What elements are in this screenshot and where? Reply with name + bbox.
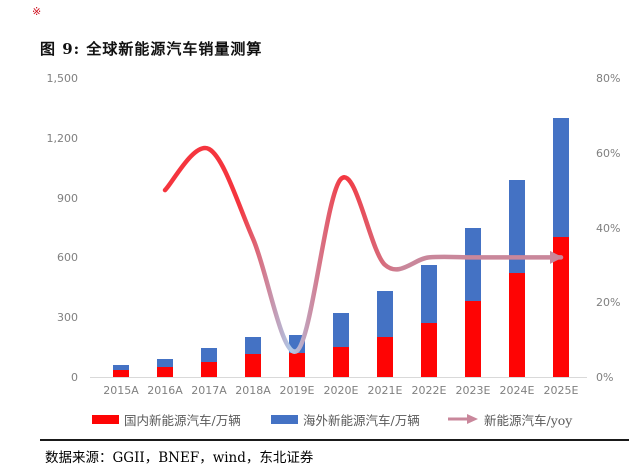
- x-axis-label: 2018A: [235, 384, 271, 397]
- bar-domestic: [157, 367, 173, 377]
- x-axis-label: 2022E: [411, 384, 447, 397]
- right-axis-tick: 0%: [596, 371, 614, 384]
- bar-overseas: [553, 117, 569, 238]
- left-axis-tick: 1,500: [46, 72, 79, 85]
- figure-title: 图 9: 全球新能源汽车销量测算: [40, 40, 263, 58]
- legend-item-domestic: 国内新能源汽车/万辆: [92, 409, 241, 429]
- bar-domestic: [509, 273, 525, 377]
- right-axis-tick: 40%: [596, 221, 621, 235]
- legend-label-overseas: 海外新能源汽车/万辆: [303, 412, 420, 428]
- bar-overseas: [157, 359, 173, 368]
- bar-overseas: [377, 291, 393, 338]
- yoy-curve: [162, 145, 564, 354]
- bar-domestic: [201, 362, 217, 377]
- x-axis-line: [90, 377, 587, 378]
- right-axis-tick: 60%: [596, 146, 621, 160]
- x-axis-label: 2023E: [455, 384, 491, 397]
- left-axis-tick: 1,200: [46, 131, 79, 145]
- x-axis-label: 2017A: [191, 384, 227, 397]
- bar-domestic: [553, 237, 569, 377]
- legend-item-overseas: 海外新能源汽车/万辆: [271, 409, 420, 429]
- left-axis-tick: 300: [57, 311, 78, 325]
- legend-swatch-domestic: [92, 414, 119, 424]
- source-note: 数据来源：GGII，BNEF，wind，东北证券: [45, 450, 314, 466]
- legend-swatch-overseas: [271, 414, 298, 424]
- legend-item-yoy: 新能源汽车/yoy: [447, 409, 572, 429]
- left-axis-tick: 0: [71, 371, 78, 384]
- bar-domestic: [465, 301, 481, 377]
- bar-overseas: [245, 337, 261, 355]
- bar-domestic: [377, 337, 393, 377]
- bar-overseas: [465, 227, 481, 302]
- report-corner-mark: ※: [32, 5, 42, 18]
- x-axis-label: 2015A: [103, 384, 139, 397]
- left-axis-tick: 900: [57, 191, 78, 205]
- x-axis-label: 2021E: [367, 384, 403, 397]
- x-axis-label: 2019E: [279, 384, 315, 397]
- left-axis-tick: 600: [57, 251, 78, 265]
- x-axis-label: 2016A: [147, 384, 183, 397]
- legend-arrow-icon: [448, 414, 478, 424]
- bar-overseas: [509, 179, 525, 274]
- right-axis-tick: 80%: [596, 72, 621, 85]
- bar-domestic: [421, 323, 437, 377]
- bar-domestic: [245, 354, 261, 377]
- bar-domestic: [289, 353, 305, 377]
- divider-line: [40, 439, 629, 441]
- legend-label-yoy: 新能源汽车/yoy: [484, 412, 573, 428]
- bar-overseas: [421, 265, 437, 324]
- bar-overseas: [113, 365, 129, 370]
- bar-overseas: [201, 348, 217, 363]
- bar-domestic: [113, 370, 129, 377]
- bar-overseas: [333, 313, 349, 348]
- bar-domestic: [333, 347, 349, 377]
- legend: 国内新能源汽车/万辆 海外新能源汽车/万辆 新能源汽车/yoy: [0, 409, 629, 431]
- right-axis-tick: 20%: [596, 296, 621, 310]
- legend-label-domestic: 国内新能源汽车/万辆: [124, 412, 241, 428]
- x-axis-label: 2020E: [323, 384, 359, 397]
- x-axis-label: 2025E: [543, 384, 579, 397]
- x-axis-label: 2024E: [499, 384, 535, 397]
- bar-overseas: [289, 335, 305, 354]
